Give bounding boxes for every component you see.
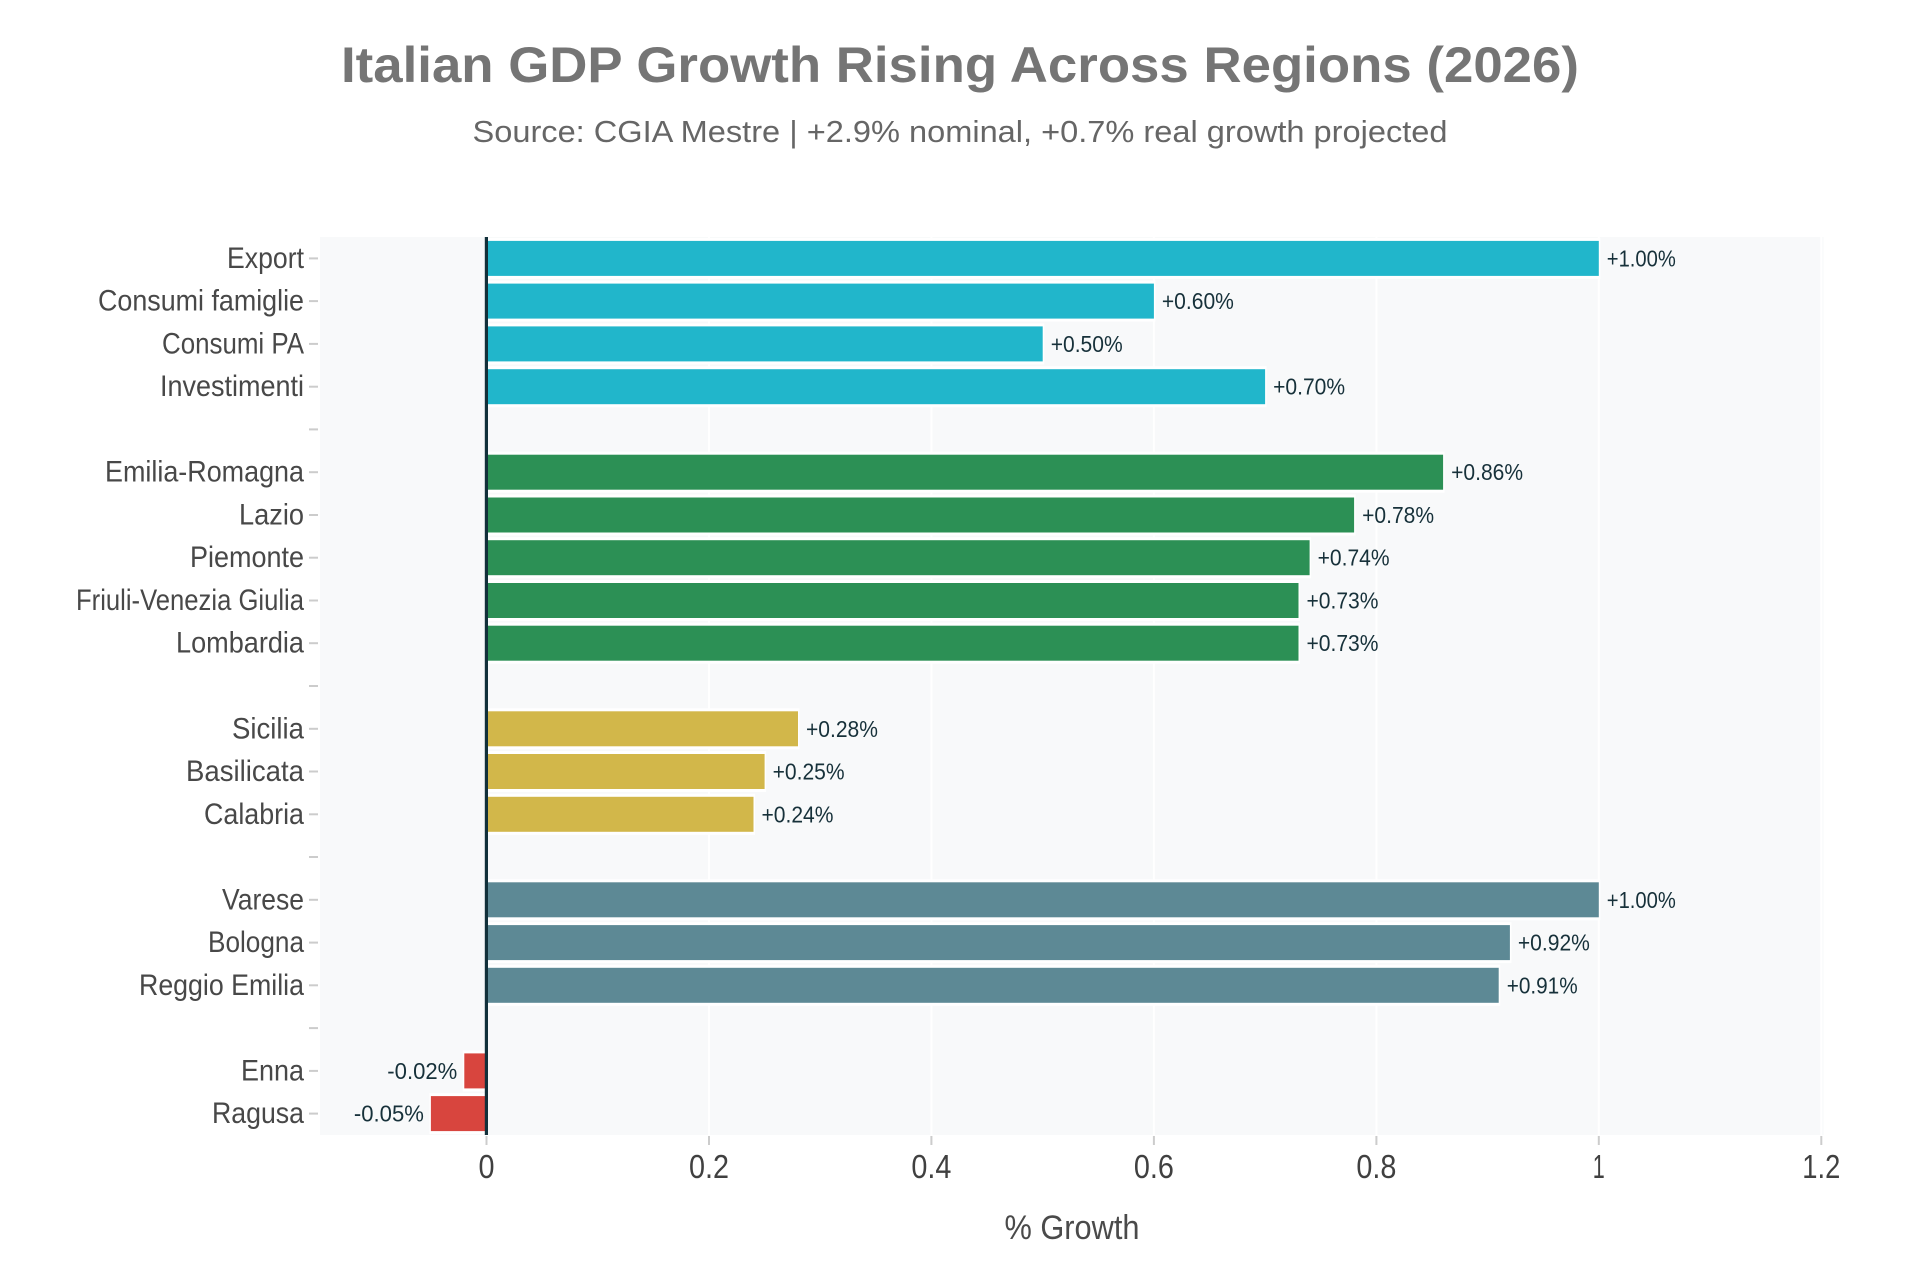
svg-text:+0.60%: +0.60% bbox=[1162, 288, 1234, 314]
svg-text:Reggio Emilia: Reggio Emilia bbox=[139, 969, 304, 1002]
svg-text:-0.05%: -0.05% bbox=[354, 1101, 424, 1127]
svg-text:Basilicata: Basilicata bbox=[186, 755, 304, 788]
svg-text:0.8: 0.8 bbox=[1356, 1148, 1396, 1185]
svg-text:+0.78%: +0.78% bbox=[1362, 502, 1434, 528]
svg-text:Enna: Enna bbox=[241, 1054, 304, 1087]
svg-text:Export: Export bbox=[227, 242, 305, 275]
svg-text:+0.50%: +0.50% bbox=[1051, 331, 1123, 357]
svg-text:+0.70%: +0.70% bbox=[1273, 374, 1345, 400]
svg-text:+0.24%: +0.24% bbox=[762, 801, 834, 827]
svg-text:Piemonte: Piemonte bbox=[190, 541, 304, 574]
svg-text:Ragusa: Ragusa bbox=[212, 1097, 304, 1130]
svg-text:Lazio: Lazio bbox=[239, 499, 304, 532]
svg-text:Friuli-Venezia Giulia: Friuli-Venezia Giulia bbox=[76, 584, 304, 617]
svg-text:Calabria: Calabria bbox=[204, 798, 304, 831]
svg-text:+0.86%: +0.86% bbox=[1451, 459, 1523, 485]
svg-text:+1.00%: +1.00% bbox=[1607, 887, 1676, 913]
svg-text:+0.73%: +0.73% bbox=[1307, 588, 1379, 614]
svg-text:1.2: 1.2 bbox=[1802, 1148, 1840, 1185]
svg-text:+0.73%: +0.73% bbox=[1307, 630, 1379, 656]
svg-text:Investimenti: Investimenti bbox=[160, 370, 304, 403]
svg-text:Source: CGIA Mestre | +2.9% no: Source: CGIA Mestre | +2.9% nominal, +0.… bbox=[473, 114, 1448, 149]
svg-text:Lombardia: Lombardia bbox=[176, 627, 304, 660]
svg-text:+0.28%: +0.28% bbox=[806, 716, 878, 742]
svg-text:+1.00%: +1.00% bbox=[1607, 245, 1676, 271]
svg-text:-0.02%: -0.02% bbox=[387, 1058, 457, 1084]
svg-text:+0.92%: +0.92% bbox=[1518, 930, 1590, 956]
svg-text:+0.91%: +0.91% bbox=[1507, 972, 1578, 998]
svg-text:Varese: Varese bbox=[222, 883, 304, 916]
svg-text:0.2: 0.2 bbox=[689, 1148, 729, 1185]
svg-text:0.6: 0.6 bbox=[1134, 1148, 1174, 1185]
svg-text:Consumi PA: Consumi PA bbox=[162, 327, 304, 360]
svg-text:0: 0 bbox=[479, 1148, 495, 1185]
svg-text:Consumi famiglie: Consumi famiglie bbox=[98, 285, 304, 318]
svg-text:Italian GDP Growth Rising Acro: Italian GDP Growth Rising Across Regions… bbox=[341, 37, 1579, 93]
svg-text:% Growth: % Growth bbox=[1005, 1209, 1140, 1247]
svg-text:+0.25%: +0.25% bbox=[773, 759, 845, 785]
svg-text:1: 1 bbox=[1593, 1148, 1605, 1185]
svg-text:+0.74%: +0.74% bbox=[1318, 545, 1390, 571]
svg-text:Sicilia: Sicilia bbox=[232, 712, 304, 745]
svg-text:Bologna: Bologna bbox=[208, 926, 304, 959]
svg-text:0.4: 0.4 bbox=[911, 1148, 951, 1185]
svg-text:Emilia-Romagna: Emilia-Romagna bbox=[105, 456, 304, 489]
